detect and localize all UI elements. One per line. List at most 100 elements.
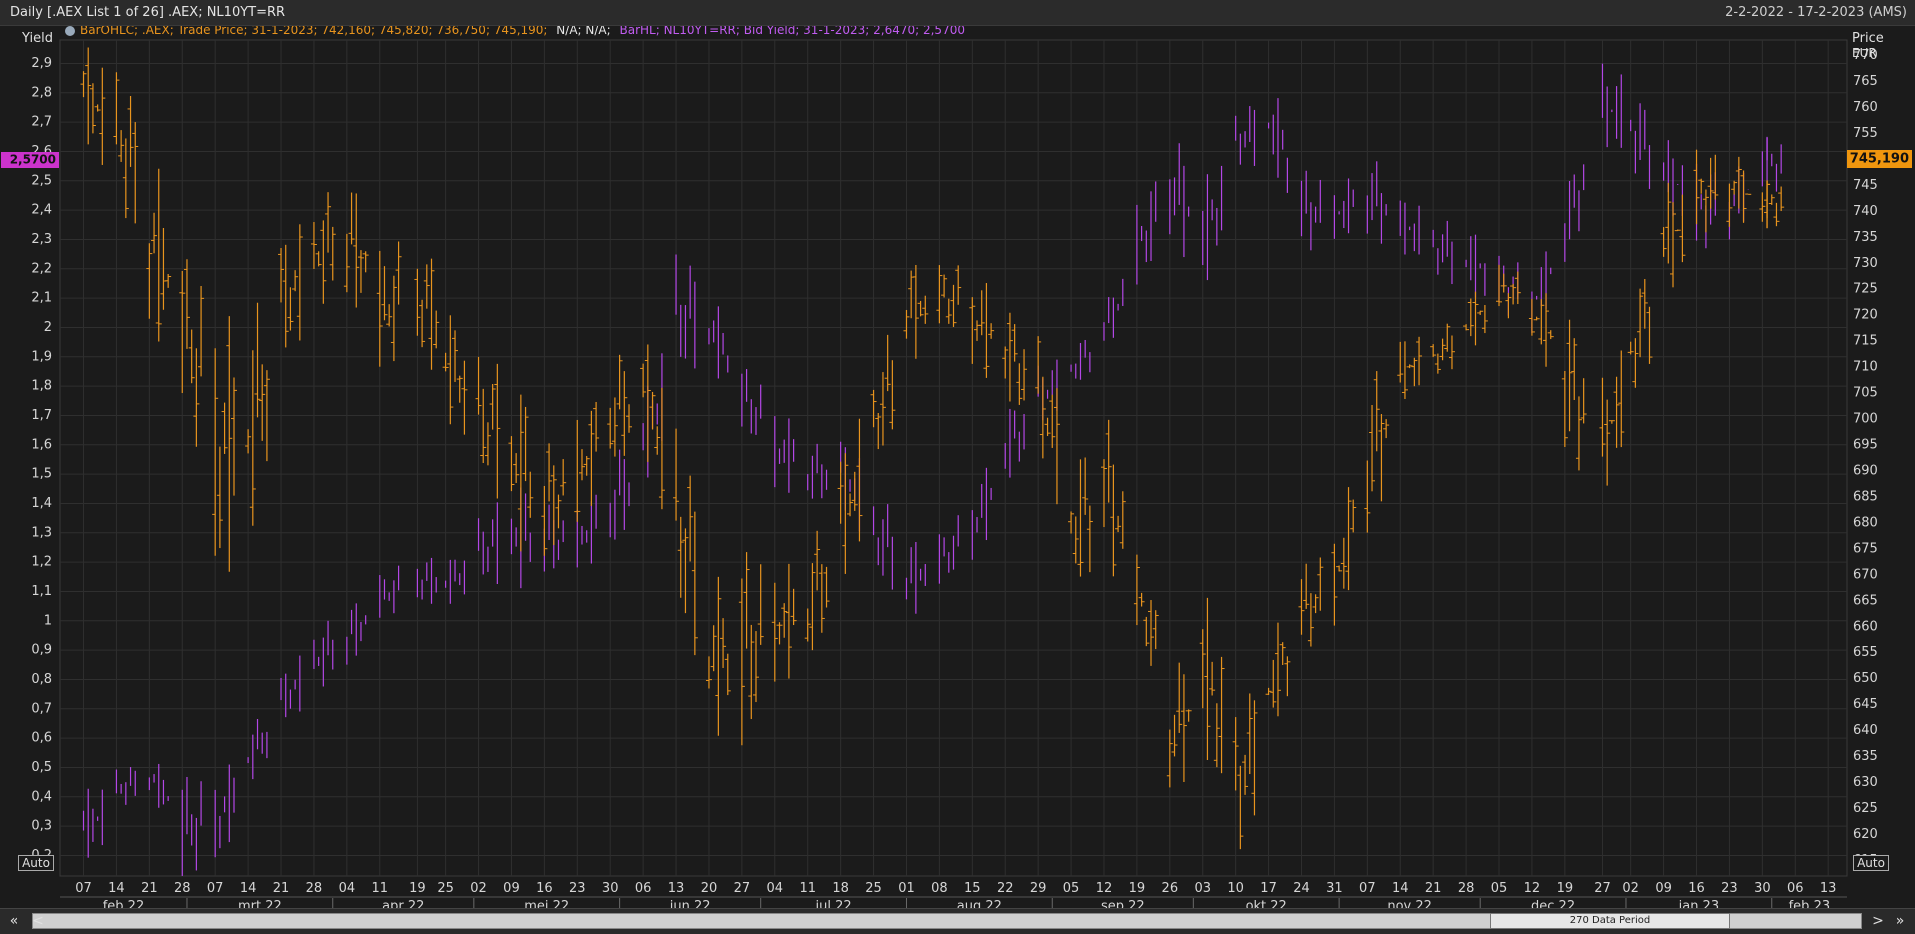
day-tick-label: 31 <box>1326 881 1343 896</box>
left-tick-label: 2,2 <box>31 261 52 276</box>
left-tick-label: 2,3 <box>31 232 52 247</box>
left-tick-label: 1,7 <box>31 408 52 423</box>
left-tick-label: 1,9 <box>31 349 52 364</box>
day-tick-label: 18 <box>832 881 849 896</box>
title-bar: Daily [.AEX List 1 of 26] .AEX; NL10YT=R… <box>0 0 1915 26</box>
right-axis: 6156206256306356406456506556606656706756… <box>1853 48 1878 868</box>
yield-series <box>82 63 1782 876</box>
day-tick-label: 10 <box>1227 881 1244 896</box>
left-tick-label: 0,9 <box>31 643 52 658</box>
day-tick-label: 19 <box>1557 881 1574 896</box>
day-tick-label: 07 <box>207 881 224 896</box>
right-tick-label: 720 <box>1853 308 1878 323</box>
right-tick-label: 735 <box>1853 230 1878 245</box>
right-tick-label: 690 <box>1853 463 1878 478</box>
price-yield-chart[interactable]: 0,20,30,40,50,60,70,80,911,11,21,31,41,5… <box>0 26 1915 908</box>
day-tick-label: 21 <box>1425 881 1442 896</box>
plot-frame <box>59 39 1848 877</box>
scroll-track[interactable] <box>32 913 1862 929</box>
right-tick-label: 665 <box>1853 593 1878 608</box>
day-tick-label: 27 <box>734 881 751 896</box>
left-tick-label: 2,7 <box>31 115 52 130</box>
day-tick-label: 28 <box>306 881 323 896</box>
left-tick-label: 2,5 <box>31 173 52 188</box>
month-label: jul 22 <box>815 899 852 908</box>
scroll-thumb[interactable]: 270 Data Period <box>1490 913 1730 929</box>
scroll-end-button[interactable]: » <box>1895 913 1905 929</box>
aex-series <box>80 47 1785 850</box>
left-tick-label: 1 <box>44 613 52 628</box>
day-tick-label: 04 <box>339 881 356 896</box>
right-tick-label: 715 <box>1853 334 1878 349</box>
auto-scale-left-button[interactable]: Auto <box>18 855 54 871</box>
legend-na: N/A; N/A; <box>556 26 610 37</box>
day-tick-label: 21 <box>141 881 158 896</box>
date-range: 2-2-2022 - 17-2-2023 (AMS) <box>1725 5 1907 20</box>
window-title: Daily [.AEX List 1 of 26] .AEX; NL10YT=R… <box>10 5 286 20</box>
day-tick-label: 07 <box>75 881 92 896</box>
scroll-left-button[interactable]: < <box>32 913 44 929</box>
month-label: sep 22 <box>1101 899 1145 908</box>
scroll-right-button[interactable]: > <box>1872 913 1884 929</box>
day-tick-label: 03 <box>1194 881 1211 896</box>
day-tick-label: 14 <box>108 881 125 896</box>
day-tick-label: 09 <box>503 881 520 896</box>
day-tick-label: 13 <box>1820 881 1837 896</box>
right-tick-label: 640 <box>1853 723 1878 738</box>
right-tick-label: 675 <box>1853 541 1878 556</box>
month-label: mei 22 <box>524 899 569 908</box>
left-current-marker: 2,5700 <box>1 152 59 168</box>
day-tick-label: 12 <box>1524 881 1541 896</box>
left-tick-label: 0,7 <box>31 701 52 716</box>
month-label: feb 22 <box>103 899 145 908</box>
day-tick-label: 14 <box>1392 881 1409 896</box>
month-label: jan 23 <box>1678 899 1720 908</box>
right-tick-label: 745 <box>1853 178 1878 193</box>
right-tick-label: 680 <box>1853 515 1878 530</box>
right-tick-label: 625 <box>1853 801 1878 816</box>
right-tick-label: 725 <box>1853 282 1878 297</box>
right-tick-label: 635 <box>1853 749 1878 764</box>
right-tick-label: 730 <box>1853 256 1878 271</box>
left-tick-label: 0,6 <box>31 731 52 746</box>
scrollbar[interactable]: « < 270 Data Period > » <box>0 908 1915 934</box>
right-tick-label: 670 <box>1853 567 1878 582</box>
day-tick-label: 14 <box>240 881 257 896</box>
left-tick-label: 1,6 <box>31 437 52 452</box>
month-label: jun 22 <box>669 899 711 908</box>
day-tick-label: 02 <box>1622 881 1639 896</box>
right-tick-label: 630 <box>1853 775 1878 790</box>
day-tick-label: 04 <box>767 881 784 896</box>
day-tick-label: 19 <box>409 881 426 896</box>
left-tick-label: 2,1 <box>31 291 52 306</box>
day-tick-label: 16 <box>1688 881 1705 896</box>
x-axis: 07 14 21 28 07 14 21 28 04 11 19 25 02 09 16 23 30 06 13 20… <box>60 881 1847 908</box>
month-label: aug 22 <box>957 899 1002 908</box>
right-tick-label: 655 <box>1853 645 1878 660</box>
day-tick-label: 24 <box>1293 881 1310 896</box>
right-tick-label: 645 <box>1853 697 1878 712</box>
day-tick-label: 19 <box>1129 881 1146 896</box>
day-tick-label: 11 <box>799 881 816 896</box>
scroll-start-button[interactable]: « <box>9 913 19 929</box>
month-label: dec 22 <box>1531 899 1575 908</box>
day-tick-label: 15 <box>964 881 981 896</box>
day-tick-label: 21 <box>273 881 290 896</box>
day-tick-label: 08 <box>931 881 948 896</box>
legend-ohlc: BarOHLC; .AEX; Trade Price; 31-1-2023; 7… <box>80 26 547 37</box>
left-tick-label: 0,4 <box>31 789 52 804</box>
left-tick-label: 1,3 <box>31 525 52 540</box>
month-label: feb 23 <box>1789 899 1831 908</box>
left-tick-label: 1,1 <box>31 584 52 599</box>
day-tick-label: 30 <box>1754 881 1771 896</box>
right-tick-label: 660 <box>1853 619 1878 634</box>
right-current-value: 745,190 <box>1850 152 1909 167</box>
auto-scale-right-button[interactable]: Auto <box>1853 855 1889 871</box>
left-tick-label: 1,8 <box>31 379 52 394</box>
right-tick-label: 705 <box>1853 386 1878 401</box>
left-tick-label: 2,9 <box>31 56 52 71</box>
left-tick-label: 0,8 <box>31 672 52 687</box>
day-tick-label: 05 <box>1063 881 1080 896</box>
right-tick-label: 620 <box>1853 827 1878 842</box>
right-tick-label: 770 <box>1853 48 1878 63</box>
